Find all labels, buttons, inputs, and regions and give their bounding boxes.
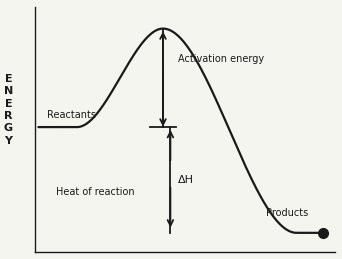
Text: ΔH: ΔH <box>178 175 194 185</box>
Text: E
N
E
R
G
Y: E N E R G Y <box>4 74 13 146</box>
Text: Activation energy: Activation energy <box>178 54 264 64</box>
Text: Heat of reaction: Heat of reaction <box>56 187 135 197</box>
Text: Products: Products <box>266 208 309 218</box>
Text: Reactants: Reactants <box>47 110 96 120</box>
